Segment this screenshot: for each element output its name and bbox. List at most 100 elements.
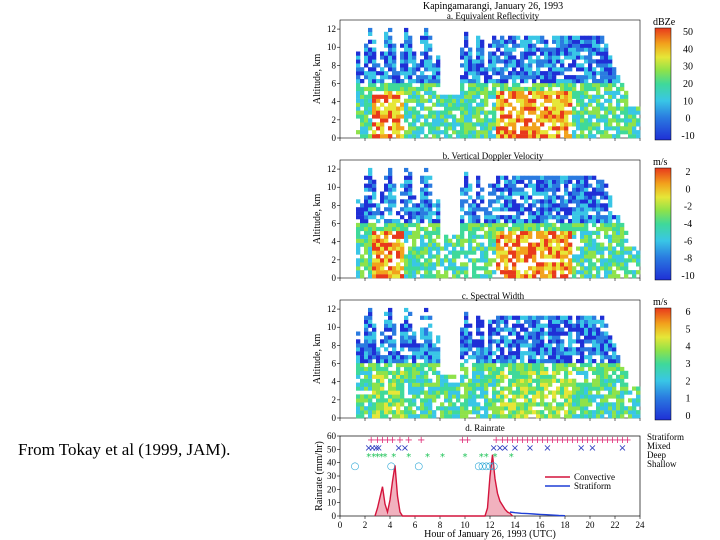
rain-y-tick-label: 60: [327, 431, 337, 441]
class-marker-shallow: ○: [489, 461, 498, 472]
colorbar-units: dBZe: [653, 17, 676, 28]
class-marker-deep: *: [463, 452, 468, 463]
class-marker-stratiform: +: [492, 435, 500, 446]
altitude-tick-label: 8: [332, 340, 337, 350]
class-marker-shallow: ○: [486, 461, 495, 472]
class-marker-stratiform: +: [548, 435, 556, 446]
class-marker-mixed: ×: [588, 443, 596, 454]
class-marker-stratiform: +: [593, 435, 601, 446]
colorbar-tick-label: 5: [686, 324, 691, 335]
colorbar-tick-label: -4: [684, 219, 692, 230]
class-marker-stratiform: +: [396, 435, 404, 446]
class-marker-stratiform: +: [367, 435, 375, 446]
colorbar-tick-label: 0: [686, 114, 691, 125]
altitude-tick-label: 2: [332, 115, 337, 125]
altitude-tick-label: 12: [327, 24, 336, 34]
altitude-axis: 0 2 4 6 8 10 12: [327, 24, 340, 143]
legend-line-label: Stratiform: [574, 481, 611, 491]
colorbar-tick-label: 40: [683, 44, 693, 55]
colorbar-tick-label: -6: [684, 236, 692, 247]
class-marker-stratiform: +: [533, 435, 541, 446]
altitude-axis: 0 2 4 6 8 10 12: [327, 304, 340, 423]
class-marker-stratiform: +: [558, 435, 566, 446]
colorbar-tick-label: -10: [681, 131, 694, 142]
class-marker-stratiform: +: [388, 435, 396, 446]
altitude-tick-label: 10: [327, 42, 337, 52]
colorbar-tick-label: 10: [683, 96, 693, 107]
panel-title: b. Vertical Doppler Velocity: [443, 151, 544, 161]
class-marker-mixed: ×: [395, 443, 403, 454]
class-marker-mixed: ×: [375, 443, 383, 454]
altitude-tick-label: 10: [327, 182, 337, 192]
class-marker-stratiform: +: [538, 435, 546, 446]
class-marker-stratiform: +: [573, 435, 581, 446]
class-marker-stratiform: +: [623, 435, 631, 446]
colorbar-tick-label: 0: [686, 411, 691, 422]
rain-y-tick-label: 20: [327, 484, 337, 494]
class-marker-shallow: ○: [474, 461, 483, 472]
panel-title: c. Spectral Width: [462, 291, 525, 301]
altitude-tick-label: 6: [332, 79, 337, 89]
colorbar: m/s 6 5 4 3 2 1 0: [653, 297, 691, 422]
class-marker-stratiform: +: [458, 435, 466, 446]
class-marker-stratiform: +: [608, 435, 616, 446]
colorbar: m/s 2 0 -2 -4 -6 -8 -10: [653, 157, 695, 282]
legend-class-label: Mixed: [647, 441, 671, 451]
rain-x-tick-label: 0: [338, 520, 343, 530]
class-marker-mixed: ×: [490, 443, 498, 454]
altitude-axis-label: Altitude, km: [312, 334, 323, 385]
class-marker-deep: *: [440, 452, 445, 463]
altitude-tick-label: 4: [332, 237, 337, 247]
figure-caption: From Tokay et al (1999, JAM).: [18, 440, 231, 459]
legend-class-label: Stratiform: [647, 432, 684, 442]
legend-line-label: Convective: [574, 472, 615, 482]
radar-echo-field: [356, 27, 641, 139]
class-marker-shallow: ○: [351, 461, 360, 472]
altitude-tick-label: 6: [332, 359, 337, 369]
class-marker-mixed: ×: [496, 443, 504, 454]
altitude-tick-label: 8: [332, 60, 337, 70]
class-marker-deep: *: [366, 452, 371, 463]
series-convective: [374, 454, 514, 517]
class-marker-shallow: ○: [414, 461, 423, 472]
rain-y-tick-label: 10: [327, 498, 337, 508]
colorbar-tick-label: 20: [683, 79, 693, 90]
class-marker-shallow: ○: [482, 461, 491, 472]
class-marker-stratiform: +: [528, 435, 536, 446]
rain-panel-title: d. Rainrate: [465, 423, 505, 433]
colorbar-tick-label: 3: [686, 359, 691, 370]
colorbar-tick-label: 1: [686, 394, 691, 405]
altitude-tick-label: 10: [327, 322, 337, 332]
rain-x-tick-label: 14: [511, 520, 521, 530]
class-marker-stratiform: +: [417, 435, 425, 446]
class-marker-deep: *: [371, 452, 376, 463]
class-marker-stratiform: +: [563, 435, 571, 446]
rain-x-tick-label: 10: [461, 520, 471, 530]
class-marker-deep: *: [425, 452, 430, 463]
class-marker-deep: *: [383, 452, 388, 463]
class-marker-shallow: ○: [387, 461, 396, 472]
colorbar-units: m/s: [653, 297, 668, 308]
colorbar-tick-label: -8: [684, 254, 692, 265]
class-marker-mixed: ×: [365, 443, 373, 454]
class-marker-mixed: ×: [372, 443, 380, 454]
rain-x-tick-label: 2: [363, 520, 368, 530]
altitude-tick-label: 2: [332, 395, 337, 405]
rain-y-tick-label: 40: [327, 458, 337, 468]
class-marker-stratiform: +: [543, 435, 551, 446]
class-marker-stratiform: +: [618, 435, 626, 446]
rain-x-tick-label: 18: [561, 520, 571, 530]
class-marker-stratiform: +: [463, 435, 471, 446]
colorbar-tick-label: 4: [686, 342, 691, 353]
rain-x-tick-label: 16: [536, 520, 546, 530]
colorbar-tick-label: 30: [683, 62, 693, 73]
series-stratiform: [509, 511, 566, 517]
panel-title: a. Equivalent Reflectivity: [447, 11, 540, 21]
class-marker-stratiform: +: [583, 435, 591, 446]
class-marker-mixed: ×: [618, 443, 626, 454]
rain-x-tick-label: 4: [388, 520, 393, 530]
rain-y-tick-label: 30: [327, 471, 337, 481]
class-marker-deep: *: [484, 452, 489, 463]
